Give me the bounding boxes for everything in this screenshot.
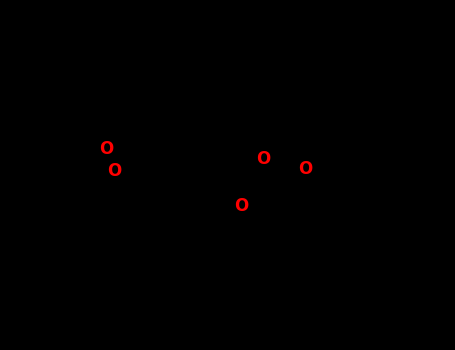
Text: O: O <box>257 149 271 168</box>
Text: O: O <box>99 140 113 158</box>
Text: O: O <box>234 197 248 215</box>
Text: O: O <box>298 160 312 178</box>
Text: O: O <box>107 162 121 180</box>
